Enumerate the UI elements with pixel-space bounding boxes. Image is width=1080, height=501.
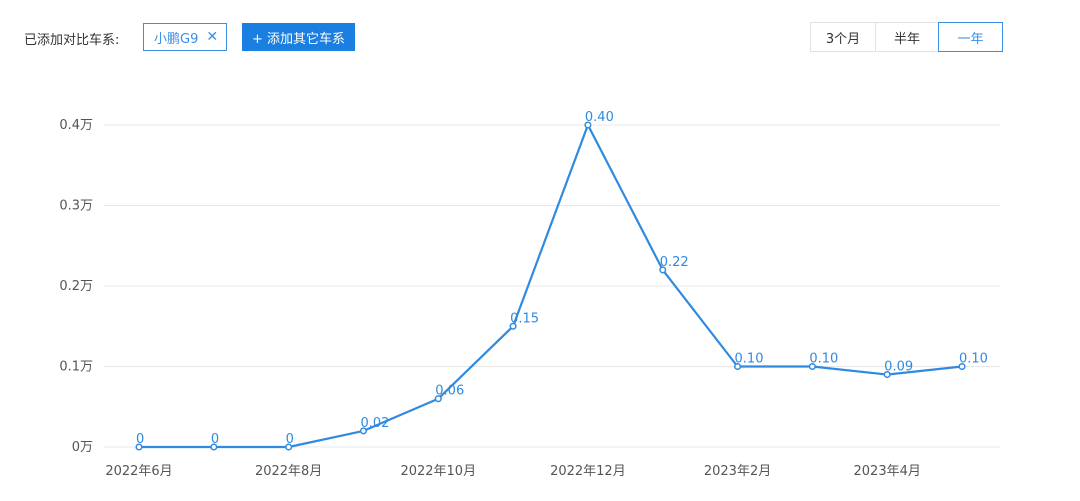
filter-toolbar: 已添加对比车系: 小鹏G9 ✕ + 添加其它车系 3个月 半年 一年 [0,0,1080,60]
y-tick-label: 0.1万 [59,360,93,375]
x-tick-label: 2022年10月 [400,464,476,479]
x-tick-label: 2023年4月 [854,464,921,479]
data-label: 0.22 [660,255,689,270]
add-series-button[interactable]: + 添加其它车系 [242,23,356,51]
data-point [958,362,966,371]
x-tick-label: 2023年2月 [704,464,771,479]
selected-series-chip[interactable]: 小鹏G9 ✕ [143,23,228,51]
series-line [139,123,963,449]
y-tick-label: 0.2万 [59,279,93,294]
y-tick-label: 0万 [72,440,93,455]
compare-label: 已添加对比车系: [24,33,120,48]
data-point [659,266,667,274]
data-label: 0.09 [884,360,913,375]
range-half-year-button[interactable]: 半年 [875,22,939,52]
range-one-year-button[interactable]: 一年 [938,22,1003,52]
data-label: 0.40 [585,110,614,125]
y-tick-label: 0.3万 [59,199,93,214]
y-tick-label: 0.4万 [59,118,93,133]
selected-series-name: 小鹏G9 [154,31,199,47]
data-label: 0.10 [809,352,838,367]
data-point [733,362,742,371]
data-point [584,121,592,129]
time-range-selector: 3个月 半年 一年 [810,22,1003,52]
data-point [509,322,517,330]
x-tick-label: 2022年8月 [255,464,322,479]
range-3-months-button[interactable]: 3个月 [810,22,876,52]
data-point [434,395,442,403]
data-label: 0.10 [959,352,988,367]
data-point [210,443,218,451]
x-tick-label: 2022年12月 [550,464,626,479]
data-label: 0.06 [435,384,464,399]
data-label: 0 [286,432,294,447]
data-point [285,443,293,451]
data-label: 0 [211,432,219,447]
data-label: 0.10 [735,352,764,367]
close-icon[interactable]: ✕ [206,29,219,45]
data-point [135,443,143,451]
data-point [883,371,891,379]
x-tick-label: 2022年6月 [105,464,172,479]
data-label: 0.15 [510,311,539,326]
data-point [359,427,368,435]
data-label: 0.02 [360,416,389,431]
data-label: 0 [136,432,144,447]
data-point [808,362,816,371]
